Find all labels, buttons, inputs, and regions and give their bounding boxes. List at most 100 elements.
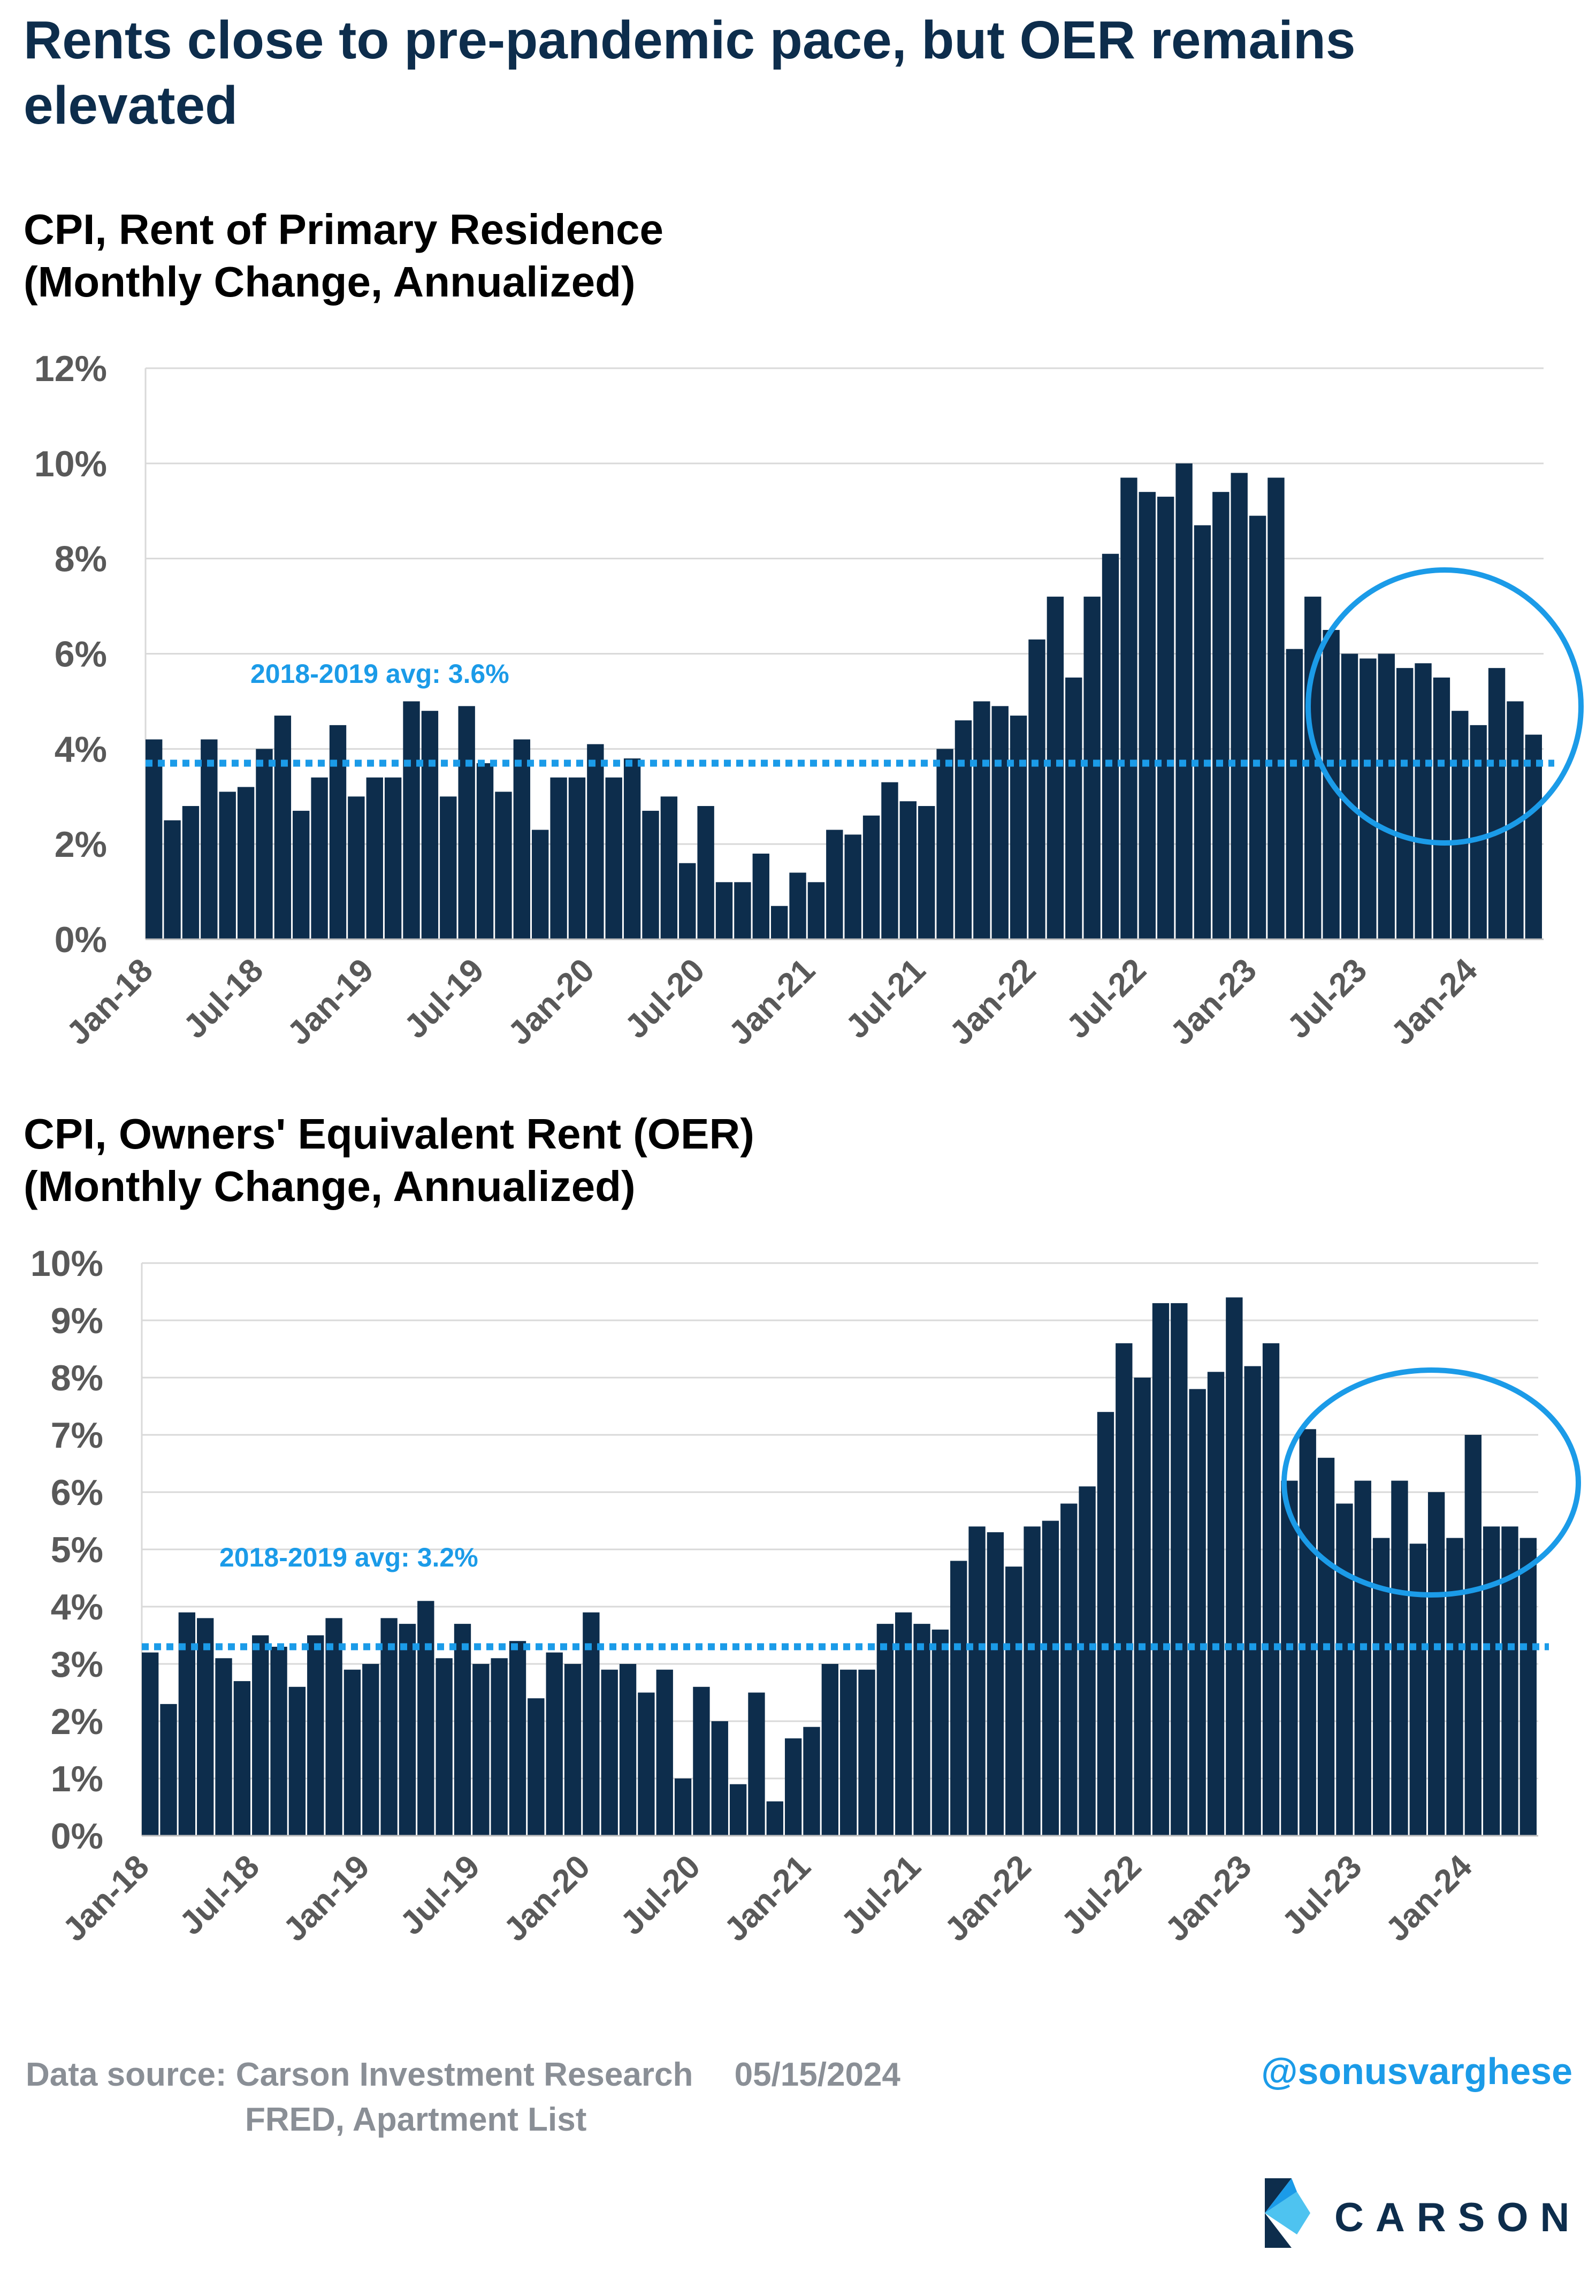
rent-bar xyxy=(881,782,898,939)
oer-bar xyxy=(1244,1366,1261,1836)
oer-bar xyxy=(1152,1303,1170,1836)
oer-x-tick-label: Jan-23 xyxy=(1158,1848,1259,1949)
oer-bar xyxy=(288,1686,306,1836)
oer-bar xyxy=(1427,1492,1445,1836)
rent-bar xyxy=(1286,649,1303,939)
oer-x-tick-label: Jan-18 xyxy=(56,1848,156,1949)
oer-chart-title: CPI, Owners' Equivalent Rent (OER) (Mont… xyxy=(24,1108,1094,1213)
rent-bar xyxy=(587,744,604,939)
oer-bar xyxy=(729,1784,747,1836)
oer-x-tick-label: Jan-24 xyxy=(1379,1848,1479,1949)
rent-bar xyxy=(1028,639,1045,939)
rent-bar xyxy=(1065,677,1082,939)
rent-bar xyxy=(366,777,383,939)
rent-bar xyxy=(1120,477,1137,939)
rent-bar xyxy=(623,758,641,939)
rent-bar xyxy=(1488,668,1506,939)
oer-bar xyxy=(1262,1343,1280,1836)
rent-bar xyxy=(1231,473,1248,939)
oer-bar xyxy=(656,1669,673,1836)
oer-bar xyxy=(472,1664,490,1836)
oer-bar xyxy=(987,1532,1004,1836)
rent-x-tick-label: Jul-22 xyxy=(1059,952,1154,1046)
oer-bar xyxy=(748,1692,765,1836)
rent-x-tick-label: Jul-21 xyxy=(839,952,933,1046)
oer-bar xyxy=(1079,1486,1096,1836)
rent-bar xyxy=(899,801,917,939)
rent-bar xyxy=(1157,497,1174,939)
rent-bar xyxy=(826,830,843,939)
oer-bar xyxy=(546,1652,563,1836)
oer-bar xyxy=(950,1561,967,1836)
oer-highlight-circle xyxy=(1281,1367,1581,1598)
rent-bar xyxy=(201,739,218,939)
oer-x-tick-label: Jul-18 xyxy=(173,1848,267,1942)
oer-bar xyxy=(1207,1372,1225,1836)
oer-y-tick-label: 6% xyxy=(51,1472,103,1513)
rent-bar xyxy=(1396,668,1414,939)
oer-bar xyxy=(1060,1503,1078,1836)
oer-bar xyxy=(1042,1520,1059,1836)
oer-bar xyxy=(270,1646,287,1836)
oer-bar xyxy=(876,1624,894,1836)
rent-bar xyxy=(1083,596,1101,939)
rent-bar xyxy=(679,863,696,939)
oer-bar xyxy=(399,1624,416,1836)
rent-y-tick-label: 6% xyxy=(55,634,107,675)
rent-bar xyxy=(513,739,531,939)
rent-bar xyxy=(770,906,788,939)
rent-x-tick-label: Jan-20 xyxy=(501,952,602,1052)
oer-bar xyxy=(766,1801,783,1836)
oer-bar xyxy=(638,1692,655,1836)
author-handle[interactable]: @sonusvarghese xyxy=(1261,2050,1572,2092)
rent-bar xyxy=(237,787,255,939)
rent-bar xyxy=(807,882,825,939)
rent-bar xyxy=(458,706,475,939)
oer-bar xyxy=(233,1681,251,1836)
oer-y-tick-label: 5% xyxy=(51,1530,103,1570)
rent-x-tick-label: Jul-20 xyxy=(618,952,712,1046)
oer-bar xyxy=(1354,1480,1371,1836)
rent-bar xyxy=(918,806,935,939)
carson-logo-text: CARSON xyxy=(1334,2195,1582,2240)
rent-x-tick-label: Jul-23 xyxy=(1280,952,1374,1046)
rent-y-tick-label: 0% xyxy=(55,919,107,960)
rent-bar xyxy=(734,882,751,939)
oer-bar xyxy=(564,1664,582,1836)
oer-bar xyxy=(821,1664,838,1836)
rent-x-tick-label: Jan-24 xyxy=(1384,952,1485,1052)
data-source-line-1: Data source: Carson Investment Research xyxy=(26,2056,693,2093)
rent-bar xyxy=(1452,711,1469,939)
rent-bar xyxy=(1102,553,1119,939)
rent-y-tick-label: 10% xyxy=(34,444,107,484)
oer-bar xyxy=(1024,1526,1041,1836)
rent-bar xyxy=(642,810,659,939)
publish-date: 05/15/2024 xyxy=(734,2056,900,2093)
rent-bar xyxy=(1433,677,1450,939)
rent-x-tick-label: Jul-19 xyxy=(397,952,491,1046)
rent-bar xyxy=(164,820,181,939)
rent-bar xyxy=(697,806,714,939)
oer-bar xyxy=(674,1778,692,1836)
oer-bar xyxy=(343,1669,361,1836)
oer-bar xyxy=(619,1664,637,1836)
rent-bar xyxy=(1212,492,1230,939)
rent-chart-title-line-2: (Monthly Change, Annualized) xyxy=(24,258,636,306)
oer-bar xyxy=(1171,1303,1188,1836)
rent-x-tick-label: Jan-21 xyxy=(722,952,822,1052)
oer-y-tick-label: 1% xyxy=(51,1759,103,1799)
rent-bar xyxy=(403,701,420,939)
rent-bar xyxy=(1267,477,1285,939)
rent-bar xyxy=(146,739,163,939)
oer-y-tick-label: 9% xyxy=(51,1301,103,1341)
rent-chart: 0% 2% 4% 6% 8% 10% 12% Jan-18 Jul-18 Jan-19 Jul-19… xyxy=(34,348,1584,1052)
rent-bar xyxy=(1470,725,1487,939)
oer-bar xyxy=(858,1669,875,1836)
oer-bar xyxy=(601,1669,618,1836)
data-source-line-2: FRED, Apartment List xyxy=(245,2101,587,2138)
rent-bar xyxy=(421,711,439,939)
rent-bar xyxy=(274,716,292,939)
oer-x-tick-label: Jul-20 xyxy=(614,1848,708,1942)
rent-bar xyxy=(1525,734,1542,939)
oer-bar xyxy=(803,1727,820,1836)
